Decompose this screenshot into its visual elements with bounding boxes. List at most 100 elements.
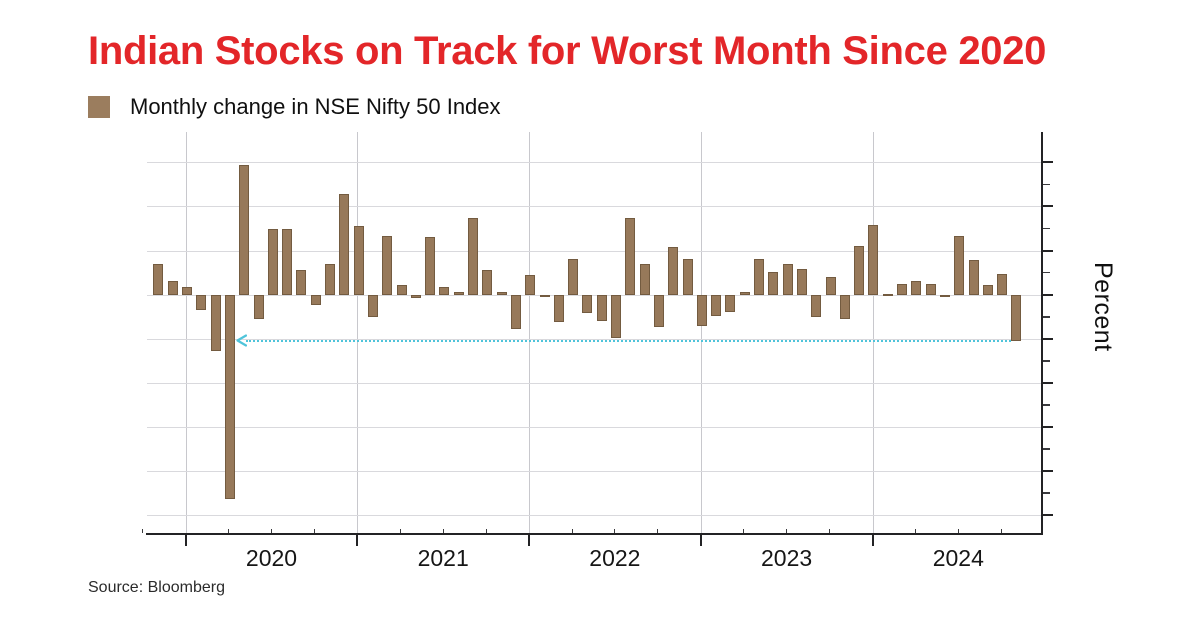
y-axis-title: Percent xyxy=(1089,262,1117,352)
bar xyxy=(725,294,736,313)
y-axis-tick-major xyxy=(1041,205,1053,208)
h-gridline xyxy=(147,471,1041,473)
bar xyxy=(854,246,865,295)
bar xyxy=(711,294,722,316)
y-axis-spine xyxy=(1041,131,1043,536)
bar xyxy=(239,164,250,295)
x-axis-tick-minor xyxy=(914,529,916,534)
legend-label: Monthly change in NSE Nifty 50 Index xyxy=(130,94,501,119)
x-axis-tick-minor xyxy=(399,529,401,534)
bar xyxy=(839,294,850,320)
bar xyxy=(196,294,207,310)
h-gridline xyxy=(147,427,1041,429)
chart-title: Indian Stocks on Track for Worst Month S… xyxy=(88,29,1047,73)
y-axis-tick-minor xyxy=(1043,448,1050,450)
bar xyxy=(625,217,636,295)
bar xyxy=(596,294,607,322)
x-year-label: 2021 xyxy=(417,545,469,572)
y-axis-tick-minor xyxy=(1043,404,1050,406)
y-axis-tick-major xyxy=(1041,470,1053,473)
bar xyxy=(282,228,293,295)
bar xyxy=(510,294,521,330)
bar xyxy=(882,293,893,296)
bar xyxy=(582,294,593,314)
trend-arrow-line xyxy=(246,339,1012,342)
bar xyxy=(210,294,221,352)
bar xyxy=(439,286,450,295)
x-axis-tick-major xyxy=(871,534,874,547)
x-year-label: 2020 xyxy=(245,545,298,572)
bar xyxy=(739,292,750,295)
y-axis-tick-major xyxy=(1041,249,1053,252)
bar xyxy=(897,284,907,295)
v-gridline xyxy=(529,131,531,534)
h-gridline xyxy=(147,250,1041,252)
h-gridline xyxy=(147,162,1041,164)
x-axis-tick-minor xyxy=(442,529,444,534)
x-axis-tick-minor xyxy=(614,529,616,534)
bar xyxy=(754,258,764,295)
x-year-label: 2023 xyxy=(761,545,813,572)
bar xyxy=(253,294,264,320)
bar xyxy=(525,275,536,295)
bar xyxy=(696,294,707,326)
bar xyxy=(267,228,278,295)
bar xyxy=(496,292,507,295)
h-gridline xyxy=(147,515,1041,517)
legend: Monthly change in NSE Nifty 50 Index xyxy=(88,94,501,120)
bar xyxy=(682,258,693,295)
x-axis-tick-minor xyxy=(829,529,831,534)
bar xyxy=(825,277,836,295)
h-gridline xyxy=(147,206,1041,208)
bar xyxy=(539,294,550,297)
bar xyxy=(1011,294,1022,341)
x-axis-tick-minor xyxy=(313,529,315,534)
v-gridline xyxy=(872,131,874,534)
bar xyxy=(468,217,478,295)
bar xyxy=(382,236,393,295)
bar xyxy=(997,274,1008,295)
bar xyxy=(925,284,936,295)
legend-swatch-icon xyxy=(88,96,110,118)
bar xyxy=(982,284,993,295)
bar xyxy=(782,263,793,295)
bar xyxy=(182,286,192,295)
bar xyxy=(396,284,407,295)
bar xyxy=(310,294,321,306)
bar xyxy=(224,294,235,500)
y-axis-tick-minor xyxy=(1043,227,1050,230)
x-axis-tick-major xyxy=(184,534,187,547)
y-axis-tick-major xyxy=(1041,514,1053,517)
bar xyxy=(611,294,621,338)
bar xyxy=(296,269,307,295)
x-year-label: 2022 xyxy=(589,545,641,572)
y-axis-tick-major xyxy=(1041,381,1053,384)
bar xyxy=(339,194,350,295)
x-axis-spine xyxy=(146,533,1043,536)
y-axis-tick-minor xyxy=(1043,271,1050,274)
y-axis-tick-minor xyxy=(1043,316,1050,318)
bar xyxy=(153,263,164,295)
x-axis-tick-minor xyxy=(228,529,230,534)
h-gridline xyxy=(147,382,1041,384)
bar xyxy=(568,259,579,295)
bar xyxy=(167,281,178,295)
bar xyxy=(968,260,979,295)
y-axis-tick-major xyxy=(1041,161,1053,164)
bar xyxy=(325,263,335,295)
x-axis-tick-minor xyxy=(743,529,745,534)
bar xyxy=(410,294,421,299)
x-axis-tick-major xyxy=(699,534,702,547)
x-axis-tick-minor xyxy=(786,529,788,534)
x-axis-tick-major xyxy=(356,534,359,547)
source-note: Source: Bloomberg xyxy=(88,579,225,596)
y-axis-tick-minor xyxy=(1043,183,1050,186)
x-axis-tick-minor xyxy=(142,529,144,534)
y-axis-tick-minor xyxy=(1043,360,1050,362)
bar xyxy=(796,269,807,295)
bar xyxy=(811,294,822,317)
y-axis-tick-major xyxy=(1041,426,1053,429)
y-axis-tick-minor xyxy=(1043,492,1050,494)
bar xyxy=(939,294,950,298)
